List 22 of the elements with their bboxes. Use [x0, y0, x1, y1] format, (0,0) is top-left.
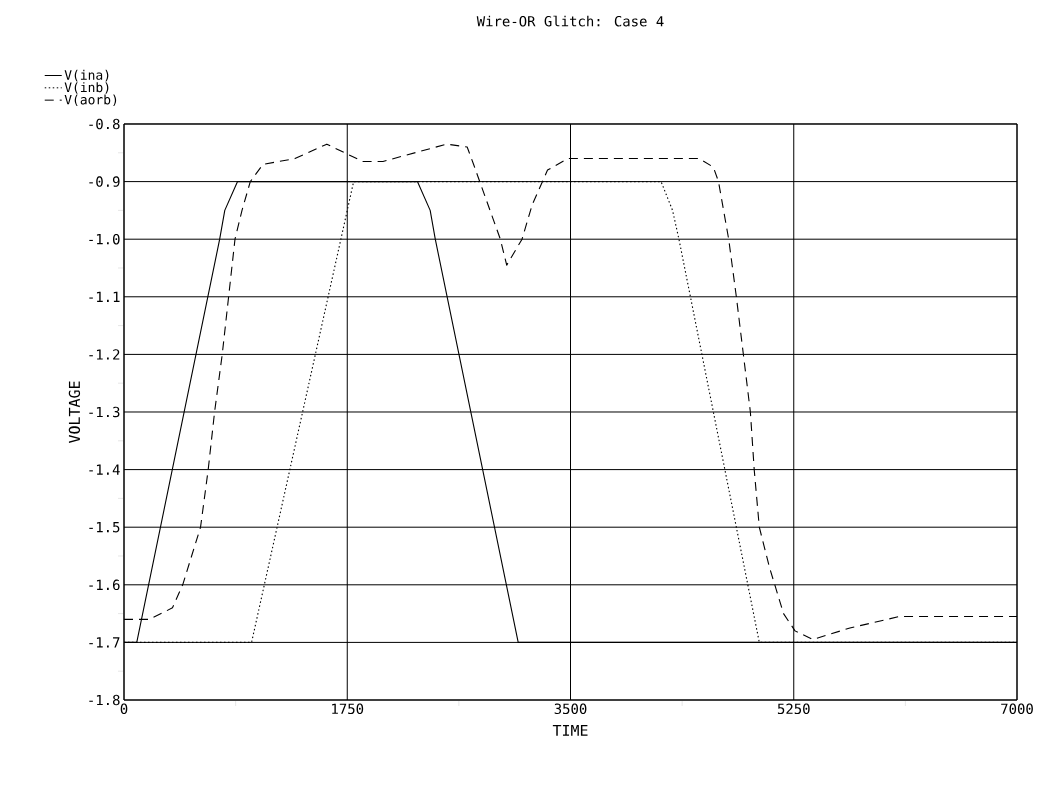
- x-tick-label: 3500: [554, 703, 587, 715]
- y-tick-label: -1.2: [89, 349, 120, 360]
- x-axis-title: TIME: [552, 724, 588, 736]
- x-tick-label: 0: [120, 703, 128, 715]
- legend-label: V(ina): [64, 69, 109, 82]
- legend-label: V(aorb): [64, 94, 117, 107]
- y-tick-label: -1.8: [89, 694, 120, 706]
- y-tick-label: -1.5: [89, 522, 120, 533]
- x-tick-label: 7000: [1001, 703, 1033, 715]
- y-tick-label: -1.1: [89, 291, 120, 302]
- x-tick-label: 1750: [332, 703, 364, 715]
- chart-title: Wire-OR Glitch: Case 4: [476, 15, 664, 27]
- y-tick-label: -1.6: [89, 579, 120, 591]
- y-axis-title: VOLTAGE: [68, 381, 81, 444]
- y-tick-label: -0.8: [89, 118, 120, 130]
- legend-label: V(inb): [64, 82, 109, 94]
- y-tick-label: -1.4: [89, 464, 120, 475]
- y-tick-label: -0.9: [89, 176, 120, 187]
- y-tick-label: -1.0: [89, 233, 120, 245]
- y-tick-label: -1.7: [89, 637, 120, 648]
- x-tick-label: 5250: [777, 703, 810, 715]
- y-tick-label: -1.3: [89, 406, 120, 418]
